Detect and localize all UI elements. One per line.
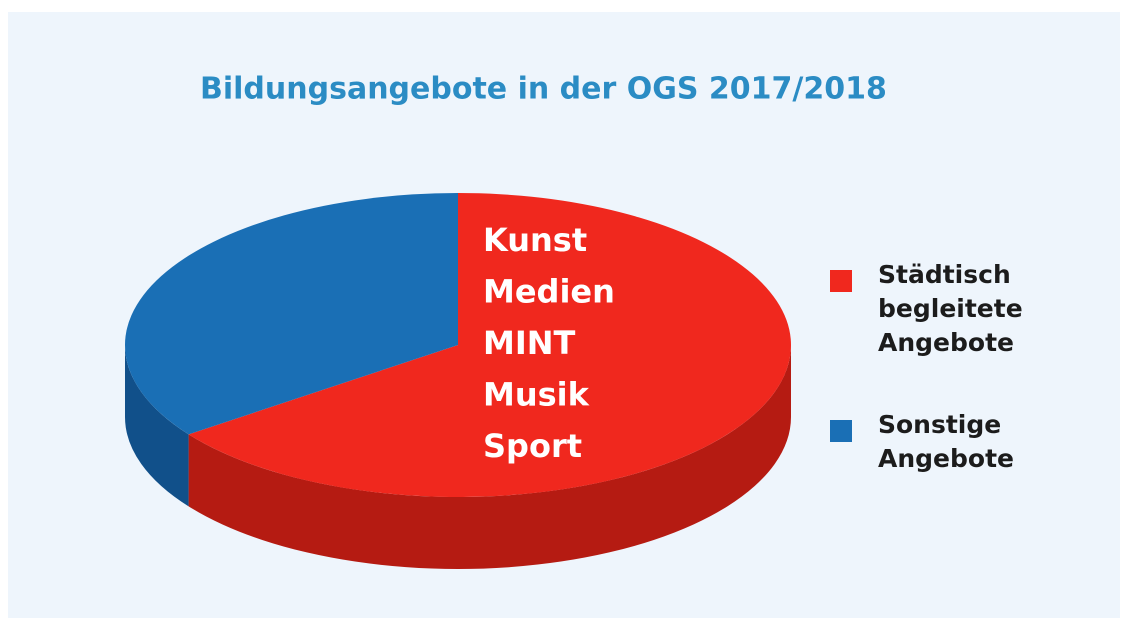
legend-label: Sonstige Angebote — [878, 410, 1014, 473]
legend-swatch — [830, 270, 852, 292]
slice-side — [125, 345, 189, 507]
slice-annotation: Medien — [483, 273, 615, 311]
slice-annotation: Sport — [483, 427, 582, 465]
slice — [125, 193, 458, 435]
legend-swatch — [830, 420, 852, 442]
legend-label: Städtisch begleitete Angebote — [878, 260, 1023, 357]
slice-annotation: Musik — [483, 376, 590, 414]
slice-side — [188, 345, 791, 570]
slice-annotation: MINT — [483, 324, 576, 362]
chart-title: Bildungsangebote in der OGS 2017/2018 — [200, 72, 887, 107]
slice-annotation: Kunst — [483, 221, 587, 259]
slice — [188, 193, 792, 497]
